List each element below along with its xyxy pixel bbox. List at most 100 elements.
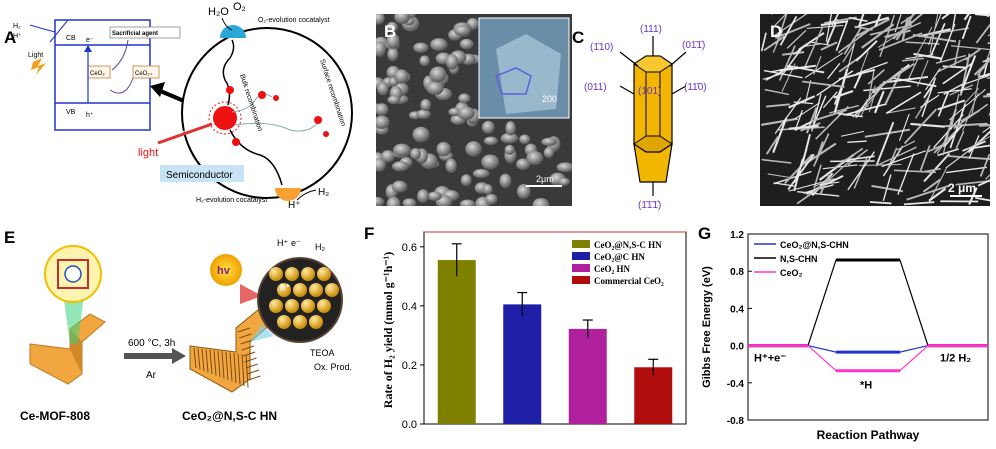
- hv-label: hv: [217, 265, 231, 277]
- sem-b-grain: [482, 121, 495, 134]
- sem-b-grain: [436, 142, 450, 157]
- sem-b-grain: [519, 134, 530, 144]
- sem-b-grain: [473, 169, 490, 178]
- sem-b-grain: [541, 138, 557, 146]
- particle-ball: [309, 315, 323, 329]
- sem-b-grain: [420, 99, 431, 111]
- sem-b-grain: [445, 159, 456, 173]
- product-tripod: [190, 310, 276, 392]
- sem-b-grain: [430, 66, 447, 82]
- particle-ball: [293, 315, 307, 329]
- sem-b-grain: [483, 184, 493, 194]
- facet-011n: (01̄1̄): [682, 40, 705, 51]
- particle-ball: [309, 283, 323, 297]
- bulk-dot-2: [273, 95, 279, 101]
- particle-ball: [317, 267, 331, 281]
- sem-b-grain: [417, 189, 429, 203]
- electron-dot: [232, 138, 240, 146]
- teoa-label: TEOA: [310, 348, 335, 358]
- sem-image-d: 2 μm: [760, 14, 990, 206]
- process-arrowhead: [172, 348, 186, 364]
- facet-110n: (1̄10): [590, 42, 613, 53]
- sem-b-grain: [427, 192, 442, 201]
- sem-b-scale-label: 2μm: [536, 174, 554, 184]
- sem-image-b: 200 2μm: [376, 14, 572, 206]
- e-hplus-label: H⁺: [277, 238, 288, 248]
- panel-label-f: F: [364, 224, 374, 244]
- f-legend-label: CeO₂@N,S-C HN: [594, 240, 662, 250]
- f-bar: [438, 260, 476, 424]
- condition-gas: Ar: [146, 370, 157, 381]
- sem-b-grain: [484, 137, 498, 146]
- mof-structure-pore: [65, 266, 81, 282]
- f-ytick-label: 0.2: [402, 360, 417, 372]
- inset-sacrificial-label: Sacrificial agent: [112, 31, 158, 37]
- inset-h-label: h⁺: [86, 112, 94, 119]
- particle-ball: [269, 299, 283, 313]
- g-final-state: 1/2 H₂: [940, 353, 971, 365]
- inset-ceo2-label: CeO₂: [90, 71, 105, 77]
- arrow-011: [620, 86, 634, 94]
- surface-dot-1: [314, 116, 322, 124]
- f-ytick-label: 0.0: [402, 419, 417, 431]
- panel-label-a: A: [4, 28, 16, 48]
- h2-label: H₂: [318, 187, 329, 198]
- sem-b-grain: [393, 144, 411, 157]
- sem-b-grain: [377, 82, 388, 95]
- particle-ball: [269, 267, 283, 281]
- particle-ball: [277, 315, 291, 329]
- big-arrowhead: [150, 82, 165, 97]
- particle-ball: [317, 299, 331, 313]
- f-bar: [634, 367, 672, 424]
- f-ytick-label: 0.6: [402, 242, 417, 254]
- sem-b-grain: [413, 42, 428, 52]
- excitation-arrowhead: [84, 45, 92, 52]
- f-legend-swatch: [572, 252, 590, 260]
- sem-b-grain: [413, 127, 430, 143]
- panel-a: H₂ H⁺ Light CB VB e⁻ h⁺ Sacrificial agen…: [0, 0, 370, 210]
- panel-label-d: D: [770, 22, 782, 42]
- particle-ball: [293, 283, 307, 297]
- f-legend-swatch: [572, 276, 590, 284]
- f-y-axis: 0.00.20.40.6: [402, 242, 424, 431]
- facet-101: (101): [638, 86, 661, 97]
- light-label: light: [138, 147, 158, 159]
- o2-cocatalyst: [220, 25, 246, 38]
- sem-b-grain: [465, 141, 481, 156]
- hole-dot: [226, 86, 234, 94]
- g-ytick-label: 0.0: [730, 342, 744, 353]
- product-label: CeO₂@N,S-C HN: [182, 409, 277, 423]
- sem-b-grain: [394, 69, 408, 83]
- f-legend-label: CeO₂@C HN: [594, 252, 645, 262]
- ox-prod-label: Ox. Prod.: [314, 362, 352, 372]
- arrow-011n: [670, 52, 686, 66]
- f-legend-swatch: [572, 240, 590, 248]
- o2-cocat-label: O₂-evolution cocatalyst: [258, 17, 330, 24]
- g-legend-label: CeO₂@N,S-CHN: [780, 240, 849, 250]
- g-legend-label: N,S-CHN: [780, 254, 818, 264]
- particle-ball: [301, 299, 315, 313]
- h2-cocat-label: H₂-evolution cocatalyst: [196, 197, 267, 204]
- facet-011: (011): [584, 82, 607, 93]
- panel-b: 200 2μm B: [376, 14, 572, 206]
- f-ylabel: Rate of H₂ yield (mmol g⁻¹h⁻¹): [381, 252, 395, 408]
- facet-111: (111): [640, 24, 662, 35]
- facet-1n10: (11̄0): [684, 82, 707, 93]
- particle-ball: [285, 299, 299, 313]
- sem-b-grain: [458, 106, 475, 119]
- sem-b-grain: [526, 151, 543, 165]
- panel-e: Ce-MOF-808 600 °C, 3h Ar hv H⁺ e⁻ H₂ TEO…: [0, 224, 360, 444]
- sem-b-grain: [460, 39, 474, 49]
- mof-label: Ce-MOF-808: [20, 409, 90, 423]
- sem-b-grain: [505, 145, 515, 155]
- sem-b-grain: [500, 174, 512, 189]
- g-intermediate-state: *H: [860, 380, 872, 392]
- g-legend-label: CeO₂: [780, 268, 803, 278]
- panel-label-e: E: [4, 228, 15, 248]
- condition-temp: 600 °C, 3h: [128, 338, 175, 349]
- g-initial-state: H⁺+e⁻: [754, 353, 786, 365]
